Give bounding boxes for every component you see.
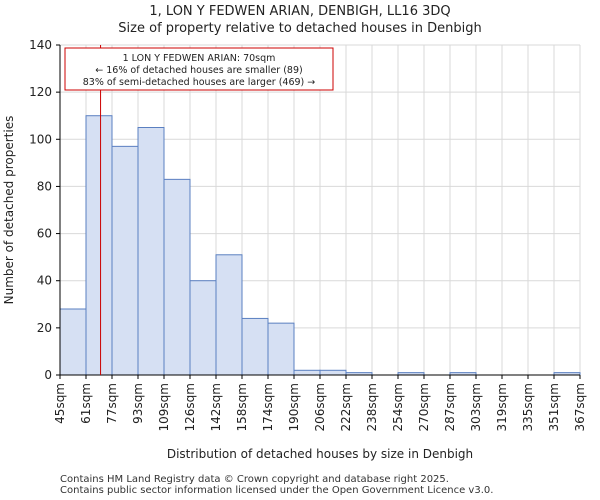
bar-126sqm (189, 280, 217, 376)
bar-158sqm (241, 317, 269, 376)
x-tick-label: 270sqm (417, 383, 431, 431)
chart-title: 1, LON Y FEDWEN ARIAN, DENBIGH, LL16 3DQ (149, 4, 451, 19)
bars (59, 115, 581, 376)
x-tick-label: 367sqm (573, 383, 587, 431)
bar-142sqm (215, 254, 243, 376)
x-tick-label: 61sqm (79, 383, 93, 424)
y-tick-label: 140 (29, 38, 52, 52)
bar-174sqm (267, 322, 295, 376)
y-tick-label: 20 (37, 321, 52, 335)
footer-line-1: Contains HM Land Registry data © Crown c… (60, 474, 449, 485)
bar-93sqm (137, 127, 165, 376)
x-tick-label: 126sqm (183, 383, 197, 431)
y-axis-label: Number of detached properties (2, 116, 16, 305)
bar-190sqm (293, 369, 321, 376)
annotation-box: 1 LON Y FEDWEN ARIAN: 70sqm ← 16% of det… (64, 47, 334, 91)
bar-206sqm (319, 369, 347, 376)
bar-45sqm (59, 308, 87, 376)
annotation-line-2: ← 16% of detached houses are smaller (89… (95, 65, 302, 76)
x-tick-label: 335sqm (521, 383, 535, 431)
y-tick-label: 0 (44, 368, 52, 382)
bar-77sqm (111, 145, 139, 376)
y-tick-label: 120 (29, 85, 52, 99)
x-tick-label: 158sqm (235, 383, 249, 431)
annotation-frame (64, 47, 334, 91)
x-tick-label: 287sqm (443, 383, 457, 431)
x-tick-label: 77sqm (105, 383, 119, 424)
x-tick-label: 109sqm (157, 383, 171, 431)
bar-109sqm (163, 178, 191, 376)
x-tick-label: 238sqm (365, 383, 379, 431)
footer-line-2: Contains public sector information licen… (60, 485, 494, 496)
annotation-line-1: 1 LON Y FEDWEN ARIAN: 70sqm (123, 53, 276, 64)
x-tick-label: 303sqm (469, 383, 483, 431)
x-tick-label: 254sqm (391, 383, 405, 431)
x-axis-label: Distribution of detached houses by size … (167, 447, 473, 461)
x-tick-label: 142sqm (209, 383, 223, 431)
x-tick-label: 93sqm (131, 383, 145, 424)
x-tick-label: 319sqm (495, 383, 509, 431)
x-tick-label: 206sqm (313, 383, 327, 431)
y-tick-label: 80 (37, 179, 52, 193)
x-tick-label: 222sqm (339, 383, 353, 431)
y-tick-label: 60 (37, 227, 52, 241)
y-tick-label: 100 (29, 132, 52, 146)
x-ticks: 45sqm 61sqm 77sqm 93sqm 109sqm 126sqm 142sqm 15… (53, 375, 587, 431)
annotation-line-3: 83% of semi-detached houses are larger (… (83, 77, 316, 88)
y-tick-label: 40 (37, 274, 52, 288)
chart-subtitle: Size of property relative to detached ho… (118, 21, 482, 36)
x-tick-label: 45sqm (53, 383, 67, 424)
x-tick-label: 174sqm (261, 383, 275, 431)
x-tick-label: 351sqm (547, 383, 561, 431)
bar-61sqm (85, 115, 113, 376)
y-ticks: 0 20 40 60 80 100 120 140 (29, 38, 60, 382)
x-tick-label: 190sqm (287, 383, 301, 431)
